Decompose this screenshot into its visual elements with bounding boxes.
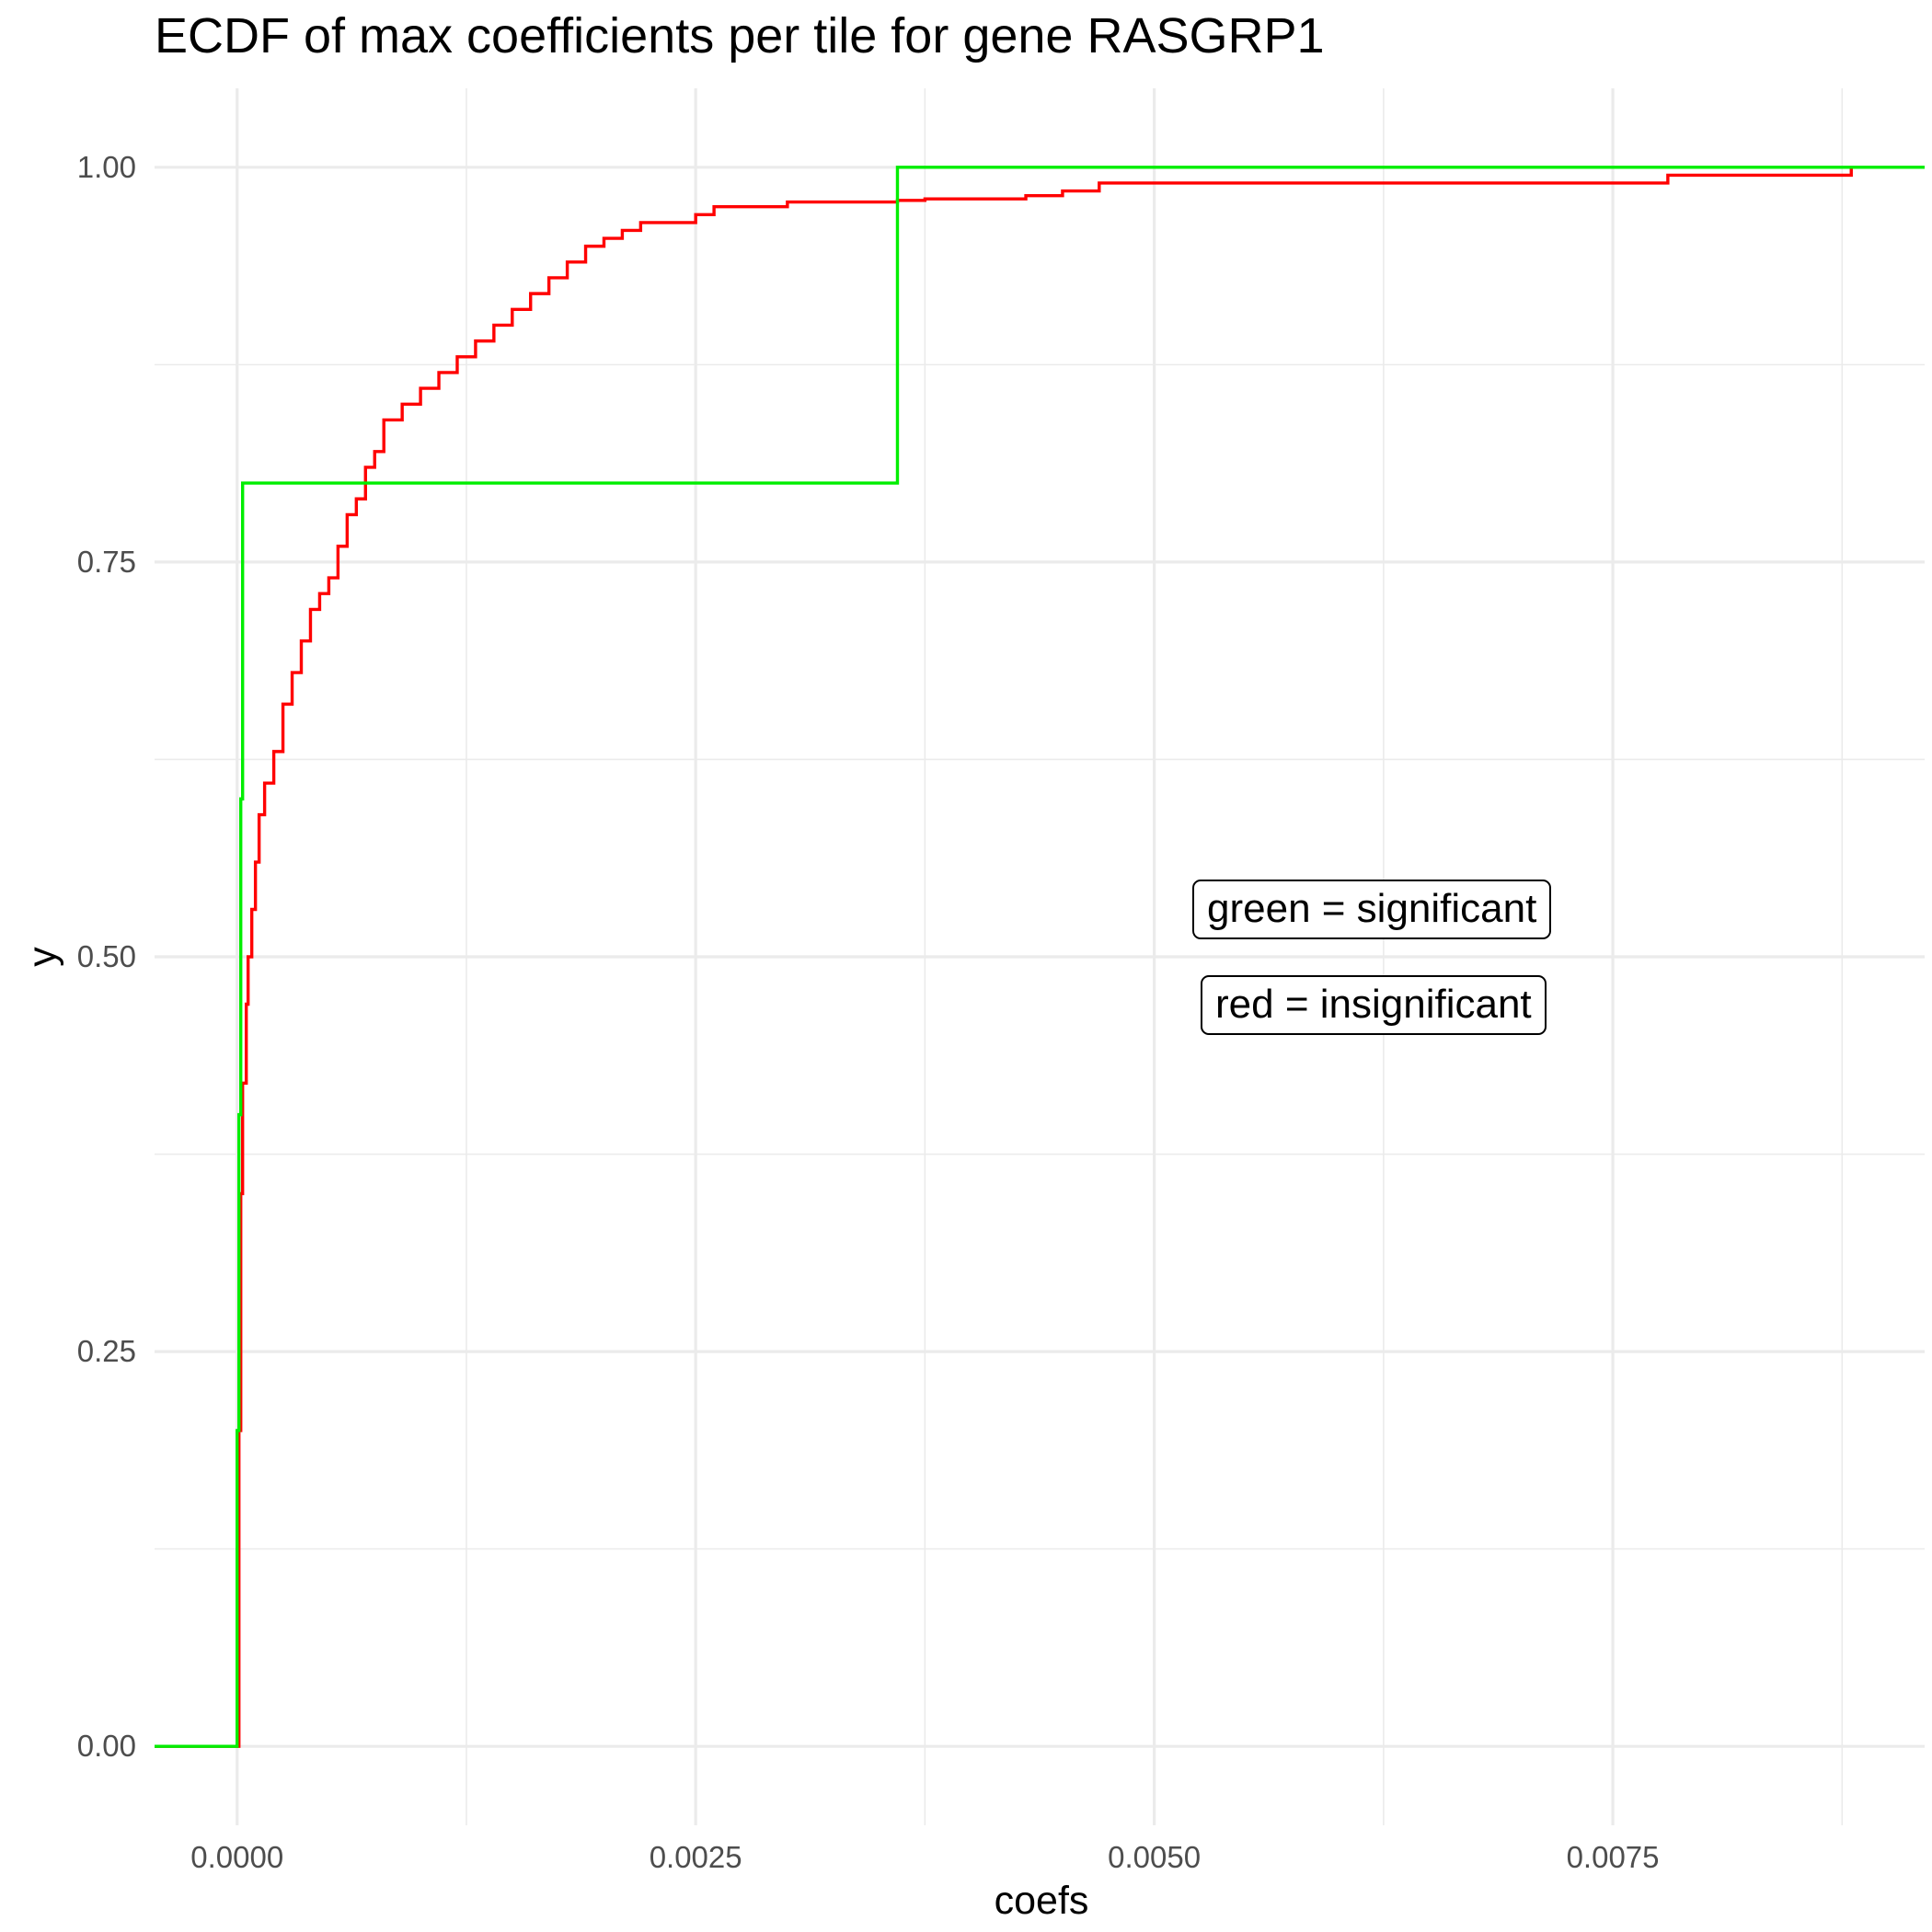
series-layer <box>155 166 1925 1748</box>
y-axis-ticks: 0.00 0.25 0.50 0.75 1.00 <box>77 150 136 1763</box>
x-tick-label: 0.0075 <box>1567 1840 1660 1874</box>
y-tick-label: 0.00 <box>77 1729 136 1763</box>
chart-title: ECDF of max coefficients per tile for ge… <box>155 8 1325 63</box>
grid <box>155 88 1925 1825</box>
y-axis-title: y <box>20 947 64 967</box>
y-tick-label: 0.50 <box>77 939 136 973</box>
x-tick-label: 0.0050 <box>1108 1840 1201 1874</box>
green-ecdf-line <box>155 166 1925 1748</box>
red-insignificant-note: red = insignificant <box>1201 975 1547 1035</box>
y-tick-label: 1.00 <box>77 150 136 184</box>
y-tick-label: 0.25 <box>77 1334 136 1368</box>
y-tick-label: 0.75 <box>77 545 136 579</box>
x-axis-title: coefs <box>995 1879 1089 1923</box>
x-tick-label: 0.0000 <box>190 1840 283 1874</box>
green-significant-note: green = significant <box>1192 880 1552 939</box>
red-ecdf-line <box>155 167 1853 1748</box>
x-tick-label: 0.0025 <box>650 1840 742 1874</box>
x-axis-ticks: 0.0000 0.0025 0.0050 0.0075 <box>190 1840 1659 1874</box>
